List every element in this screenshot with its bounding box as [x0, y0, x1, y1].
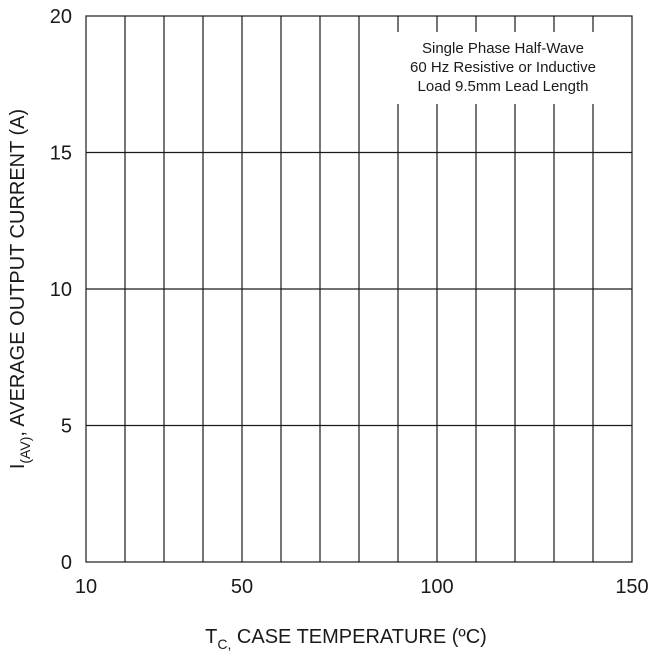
x-tick-labels: 10 50 100 150: [75, 576, 649, 598]
annotation-background: [381, 32, 625, 104]
x-axis-title-rest: CASE TEMPERATURE (ºC): [231, 626, 486, 648]
annotation-line: Load 9.5mm Lead Length: [418, 78, 589, 95]
y-tick-label: 10: [50, 279, 72, 301]
plot-frame: [85, 15, 633, 563]
x-axis-title-sub: C,: [217, 636, 231, 652]
y-tick-label: 0: [61, 552, 72, 574]
x-tick-label: 100: [420, 576, 453, 598]
y-axis-title-rest: , AVERAGE OUTPUT CURRENT (A): [7, 109, 29, 437]
y-tick-labels: 0 5 10 15 20: [50, 6, 72, 574]
y-tick-label: 20: [50, 6, 72, 28]
y-tick-label: 15: [50, 143, 72, 165]
x-axis-title-main: T: [205, 626, 217, 648]
x-tick-label: 10: [75, 576, 97, 598]
x-axis-title: TC, CASE TEMPERATURE (ºC): [205, 626, 487, 652]
annotation-line: 60 Hz Resistive or Inductive: [410, 59, 596, 76]
x-tick-label: 150: [615, 576, 648, 598]
x-tick-label: 50: [231, 576, 253, 598]
y-axis-title: I(AV), AVERAGE OUTPUT CURRENT (A): [7, 109, 33, 469]
y-axis-title-sub: (AV): [17, 437, 33, 464]
y-tick-label: 5: [61, 416, 72, 438]
grid: [86, 16, 632, 562]
annotation: Single Phase Half-Wave 60 Hz Resistive or…: [410, 40, 596, 95]
annotation-line: Single Phase Half-Wave: [422, 40, 584, 57]
y-axis-title-main: I: [7, 464, 29, 470]
